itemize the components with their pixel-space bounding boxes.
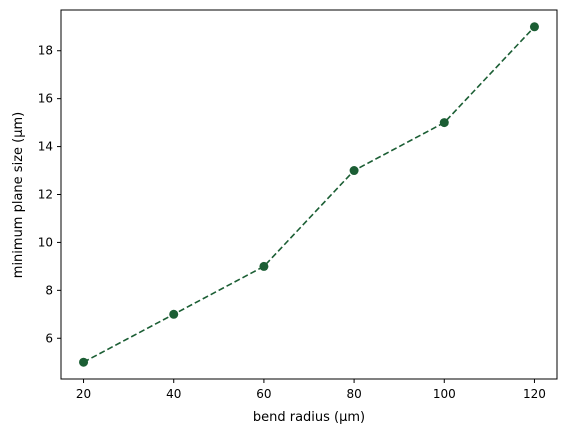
y-tick-label: 12: [38, 188, 53, 202]
y-tick-label: 6: [45, 331, 53, 345]
x-axis-ticks: 20 40 60 80 100 120: [76, 379, 546, 401]
y-tick-label: 16: [38, 92, 53, 106]
data-point: [349, 166, 359, 176]
y-tick-label: 18: [38, 44, 53, 58]
y-tick-label: 8: [45, 283, 53, 297]
series-line: [83, 26, 536, 363]
x-tick-label: 120: [523, 387, 546, 401]
data-point: [439, 118, 449, 128]
data-point: [169, 309, 179, 319]
plot-frame: [60, 9, 558, 380]
data-point: [79, 357, 89, 367]
x-tick-label: 20: [76, 387, 91, 401]
x-axis-label: bend radius (μm): [253, 410, 365, 425]
x-tick-label: 60: [256, 387, 271, 401]
x-tick-label: 40: [166, 387, 181, 401]
y-tick-label: 10: [38, 235, 53, 249]
x-tick-label: 80: [346, 387, 361, 401]
plot-area: [61, 10, 557, 379]
y-axis-ticks: 6 8 10 12 14 16 18: [38, 44, 61, 345]
y-tick-label: 14: [38, 140, 53, 154]
x-tick-label: 100: [433, 387, 456, 401]
y-axis-label: minimum plane size (μm): [11, 112, 26, 278]
data-point: [529, 22, 539, 32]
series-layer: [79, 22, 539, 367]
data-point: [259, 261, 269, 271]
